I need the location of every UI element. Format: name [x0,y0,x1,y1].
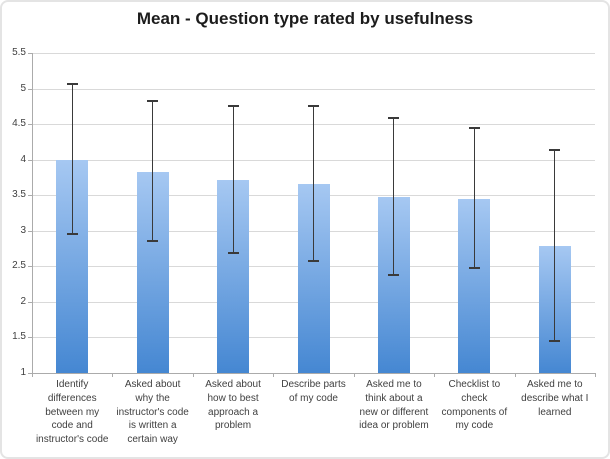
y-axis-tick [28,337,32,339]
y-axis-tick [28,88,32,90]
error-bar-cap-bottom [227,251,239,254]
x-axis-tick [112,373,114,377]
error-bar-cap-top [66,82,78,85]
error-bar-cap-top [227,104,239,107]
gridline [32,373,595,374]
x-axis-label: Asked about why the instructor's code is… [116,379,189,446]
y-axis-tick [28,373,32,374]
y-axis-line [32,53,33,373]
x-axis-label: Describe parts of my code [281,379,346,404]
error-bar-line [393,118,395,275]
x-axis-tick [595,373,596,377]
error-bar-cap-top [468,127,480,130]
y-axis-tick [28,195,32,197]
error-bar-cap-bottom [388,273,400,276]
error-bar-cap-top [147,99,159,102]
y-axis-label: 4 [20,153,26,165]
x-axis-tick [353,373,355,377]
error-bar-cap-bottom [66,233,78,236]
x-axis-label: Asked about how to best approach a probl… [205,379,261,432]
error-bar-cap-bottom [147,240,159,243]
gridline [32,53,595,54]
y-axis-tick [28,301,32,303]
error-bar-cap-top [308,104,319,107]
y-axis-label: 1 [20,367,26,378]
x-axis-tick [32,373,33,377]
y-axis-tick [28,124,32,126]
x-axis-label: Asked me to describe what I learned [521,379,589,418]
y-axis-label: 2 [20,295,26,307]
gridline [32,88,595,90]
x-axis-tick [514,373,516,377]
y-axis-label: 2.5 [12,260,26,272]
x-axis-label: Identify differences between my code and… [35,379,109,446]
x-axis-label: Asked me to think about a new or differe… [359,379,429,432]
chart-title: Mean - Question type rated by usefulness [136,9,474,28]
x-axis-label: Checklist to check components of my code [441,379,508,432]
error-bar-line [554,150,556,341]
x-axis-tick [273,373,275,377]
x-axis-tick [192,373,194,377]
error-bar-cap-bottom [308,259,319,262]
y-axis-tick [28,159,32,161]
x-axis-tick [434,373,436,377]
y-axis-label: 3.5 [12,189,26,201]
y-axis-label: 4.5 [12,118,26,130]
error-bar-line [152,100,154,242]
y-axis-tick [28,266,32,268]
error-bar-cap-bottom [549,340,561,342]
error-bar-cap-top [549,149,561,152]
error-bar-line [232,105,234,253]
y-axis-label: 1.5 [12,331,26,343]
y-axis-tick [28,230,32,232]
y-axis-tick [28,53,32,54]
error-bar-line [473,128,475,268]
y-axis-label: 5.5 [12,47,26,58]
y-axis-label: 3 [20,224,26,236]
y-axis-label: 5 [20,82,26,94]
error-bar-line [71,83,73,235]
error-bar-line [313,105,314,261]
error-bar-cap-bottom [468,266,480,269]
error-bar-cap-top [388,117,400,120]
